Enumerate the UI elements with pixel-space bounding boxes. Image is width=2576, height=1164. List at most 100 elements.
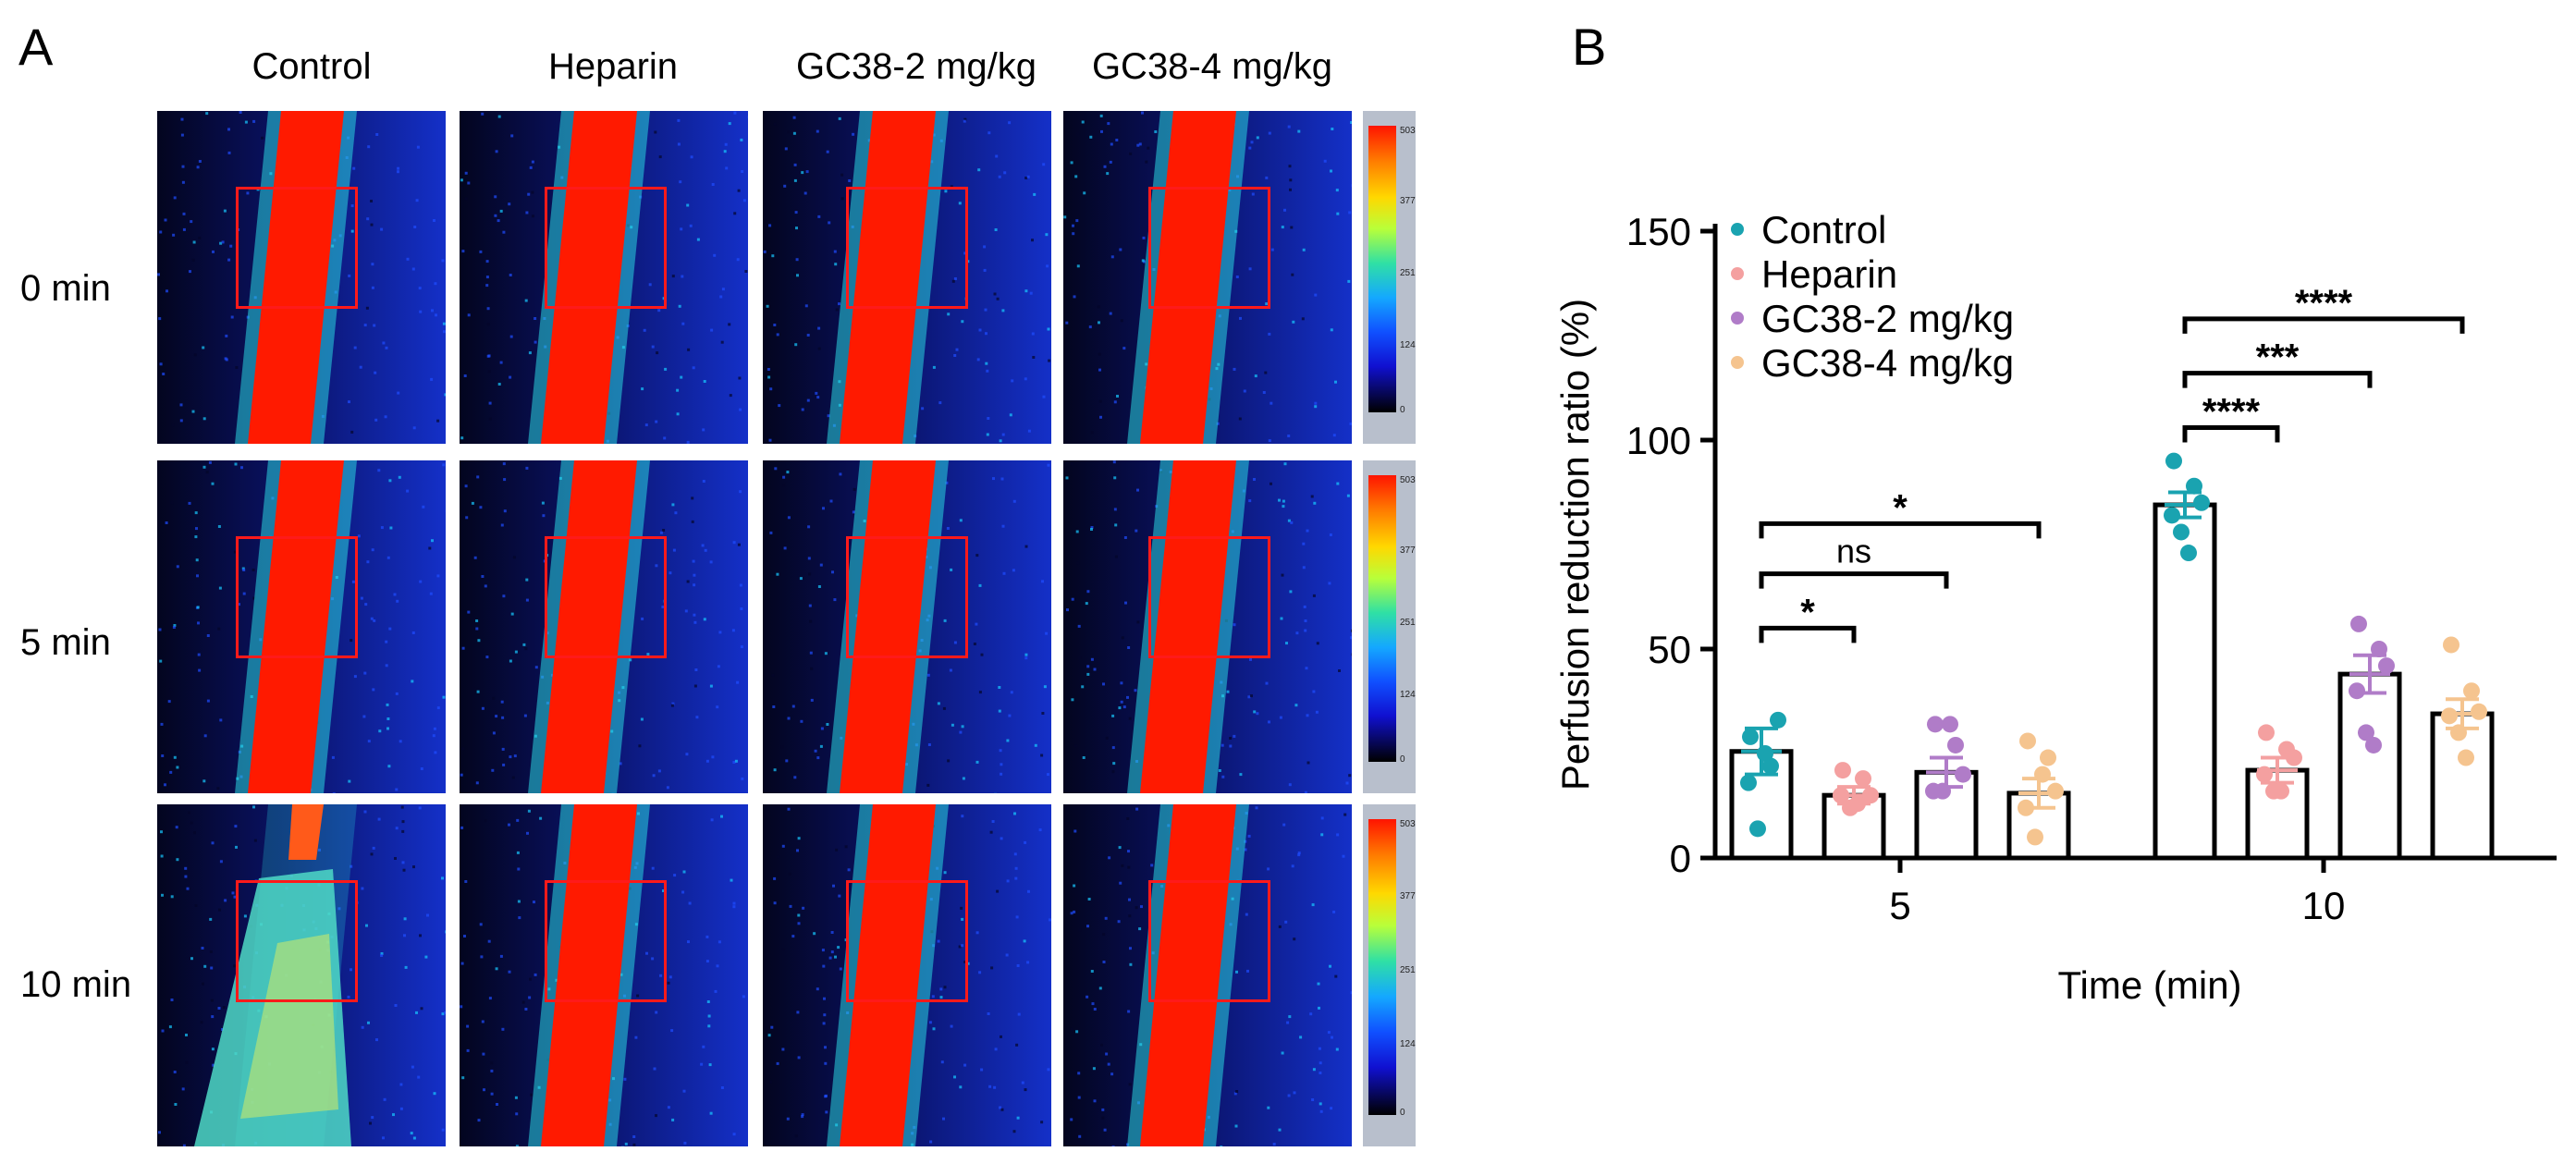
colorbar-tick: 377 (1400, 196, 1416, 206)
data-point (2286, 749, 2302, 766)
colorbar-tick: 503 (1400, 475, 1416, 485)
y-tick-label: 0 (1670, 837, 1691, 880)
legend-label: GC38-2 mg/kg (1761, 297, 2014, 340)
data-point (2441, 707, 2458, 725)
x-tick-label: 10 (2302, 884, 2346, 927)
significance-bracket (1759, 521, 2042, 539)
data-point (2040, 749, 2056, 766)
data-point (2378, 657, 2395, 675)
data-point (1849, 795, 1866, 813)
roi-box (1148, 880, 1270, 1002)
data-point (2471, 703, 2487, 720)
colorbar-tick: 251 (1400, 965, 1416, 975)
data-point (2349, 682, 2365, 700)
colorbar-tick: 377 (1400, 891, 1416, 901)
colorbar-tick: 0 (1400, 1108, 1405, 1118)
colorbar-row-5min: 503 377 251 124 0 (1363, 460, 1416, 793)
data-point (2258, 724, 2275, 741)
data-point (2034, 766, 2051, 783)
data-point (2443, 636, 2459, 654)
data-point (2358, 724, 2374, 741)
row-header-10min: 10 min (20, 964, 132, 1005)
data-point (2365, 736, 2382, 754)
data-point (2018, 799, 2034, 816)
roi-box (846, 187, 968, 309)
legend-marker (1731, 223, 1744, 236)
data-point (2463, 682, 2480, 700)
colorbar-tick: 377 (1400, 545, 1416, 556)
perfusion-image-tile (1063, 111, 1352, 444)
perfusion-image-tile (157, 460, 446, 793)
legend-marker (1731, 312, 1744, 325)
data-point (2164, 507, 2180, 524)
data-point (2256, 766, 2273, 783)
significance-label: * (1800, 592, 1815, 632)
perfusion-image-tile (763, 460, 1051, 793)
column-header-gc38-4: GC38-4 mg/kg (1091, 46, 1333, 87)
colorbar-tick: 0 (1400, 405, 1405, 415)
x-axis-label: Time (min) (2057, 963, 2241, 1007)
data-point (1927, 716, 1944, 733)
legend-label: GC38-4 mg/kg (1761, 341, 2014, 385)
data-point (1762, 757, 1779, 775)
data-point (2019, 732, 2036, 750)
data-point (1955, 766, 1971, 783)
roi-box (1148, 536, 1270, 658)
perfusion-image-tile (157, 804, 446, 1146)
colorbar-tick: 124 (1400, 690, 1416, 700)
panel-b-label: B (1572, 18, 1607, 76)
perfusion-image-tile (460, 804, 748, 1146)
column-header-control: Control (251, 46, 372, 87)
column-header-gc38-2: GC38-2 mg/kg (795, 46, 1037, 87)
colorbar-tick: 503 (1400, 819, 1416, 829)
data-point (2193, 494, 2210, 511)
significance-bracket (2182, 424, 2280, 443)
data-point (1740, 774, 1757, 791)
row-header-5min: 5 min (20, 622, 111, 663)
legend-label: Heparin (1761, 252, 1897, 296)
colorbar-tick: 251 (1400, 268, 1416, 278)
significance-bracket (2182, 316, 2465, 334)
roi-box (846, 536, 968, 658)
data-point (2371, 641, 2387, 657)
perfusion-image-tile (1063, 804, 1352, 1146)
y-axis-label: Perfusion reduction ratio (%) (1553, 299, 1597, 790)
perfusion-image-tile (763, 804, 1051, 1146)
perfusion-image-tile (763, 111, 1051, 444)
data-point (1834, 762, 1851, 779)
data-point (2450, 724, 2467, 741)
significance-label: **** (2202, 391, 2261, 432)
data-point (1770, 711, 1786, 729)
perfusion-image-tile (1063, 460, 1352, 793)
significance-bracket (1759, 571, 1949, 589)
significance-label: * (1893, 487, 1907, 528)
y-tick-label: 150 (1626, 210, 1691, 253)
data-point (1947, 736, 1964, 754)
significance-label: ns (1836, 533, 1871, 570)
significance-bracket (1759, 625, 1857, 643)
legend-marker (1731, 356, 1744, 369)
data-point (1855, 770, 1871, 788)
colorbar-tick: 124 (1400, 340, 1416, 350)
bar (2337, 671, 2402, 861)
legend-label: Control (1761, 208, 1886, 251)
y-tick-label: 100 (1626, 419, 1691, 462)
roi-box (545, 536, 667, 658)
column-header-heparin: Heparin (547, 46, 679, 87)
data-point (2165, 452, 2182, 470)
roi-box (236, 880, 358, 1002)
data-point (1934, 782, 1951, 800)
colorbar-tick: 503 (1400, 126, 1416, 136)
row-header-0min: 0 min (20, 268, 111, 309)
data-point (2180, 545, 2197, 562)
significance-bracket (2182, 371, 2373, 388)
significance-label: *** (2256, 337, 2300, 378)
perfusion-image-tile (460, 111, 748, 444)
perfusion-image-tile (460, 460, 748, 793)
legend-marker (1731, 267, 1744, 280)
colorbar-row-10min: 503 377 251 124 0 (1363, 804, 1416, 1146)
colorbar-tick: 124 (1400, 1039, 1416, 1049)
data-point (2047, 782, 2064, 800)
data-point (2186, 477, 2202, 495)
y-tick-label: 50 (1648, 628, 1691, 671)
